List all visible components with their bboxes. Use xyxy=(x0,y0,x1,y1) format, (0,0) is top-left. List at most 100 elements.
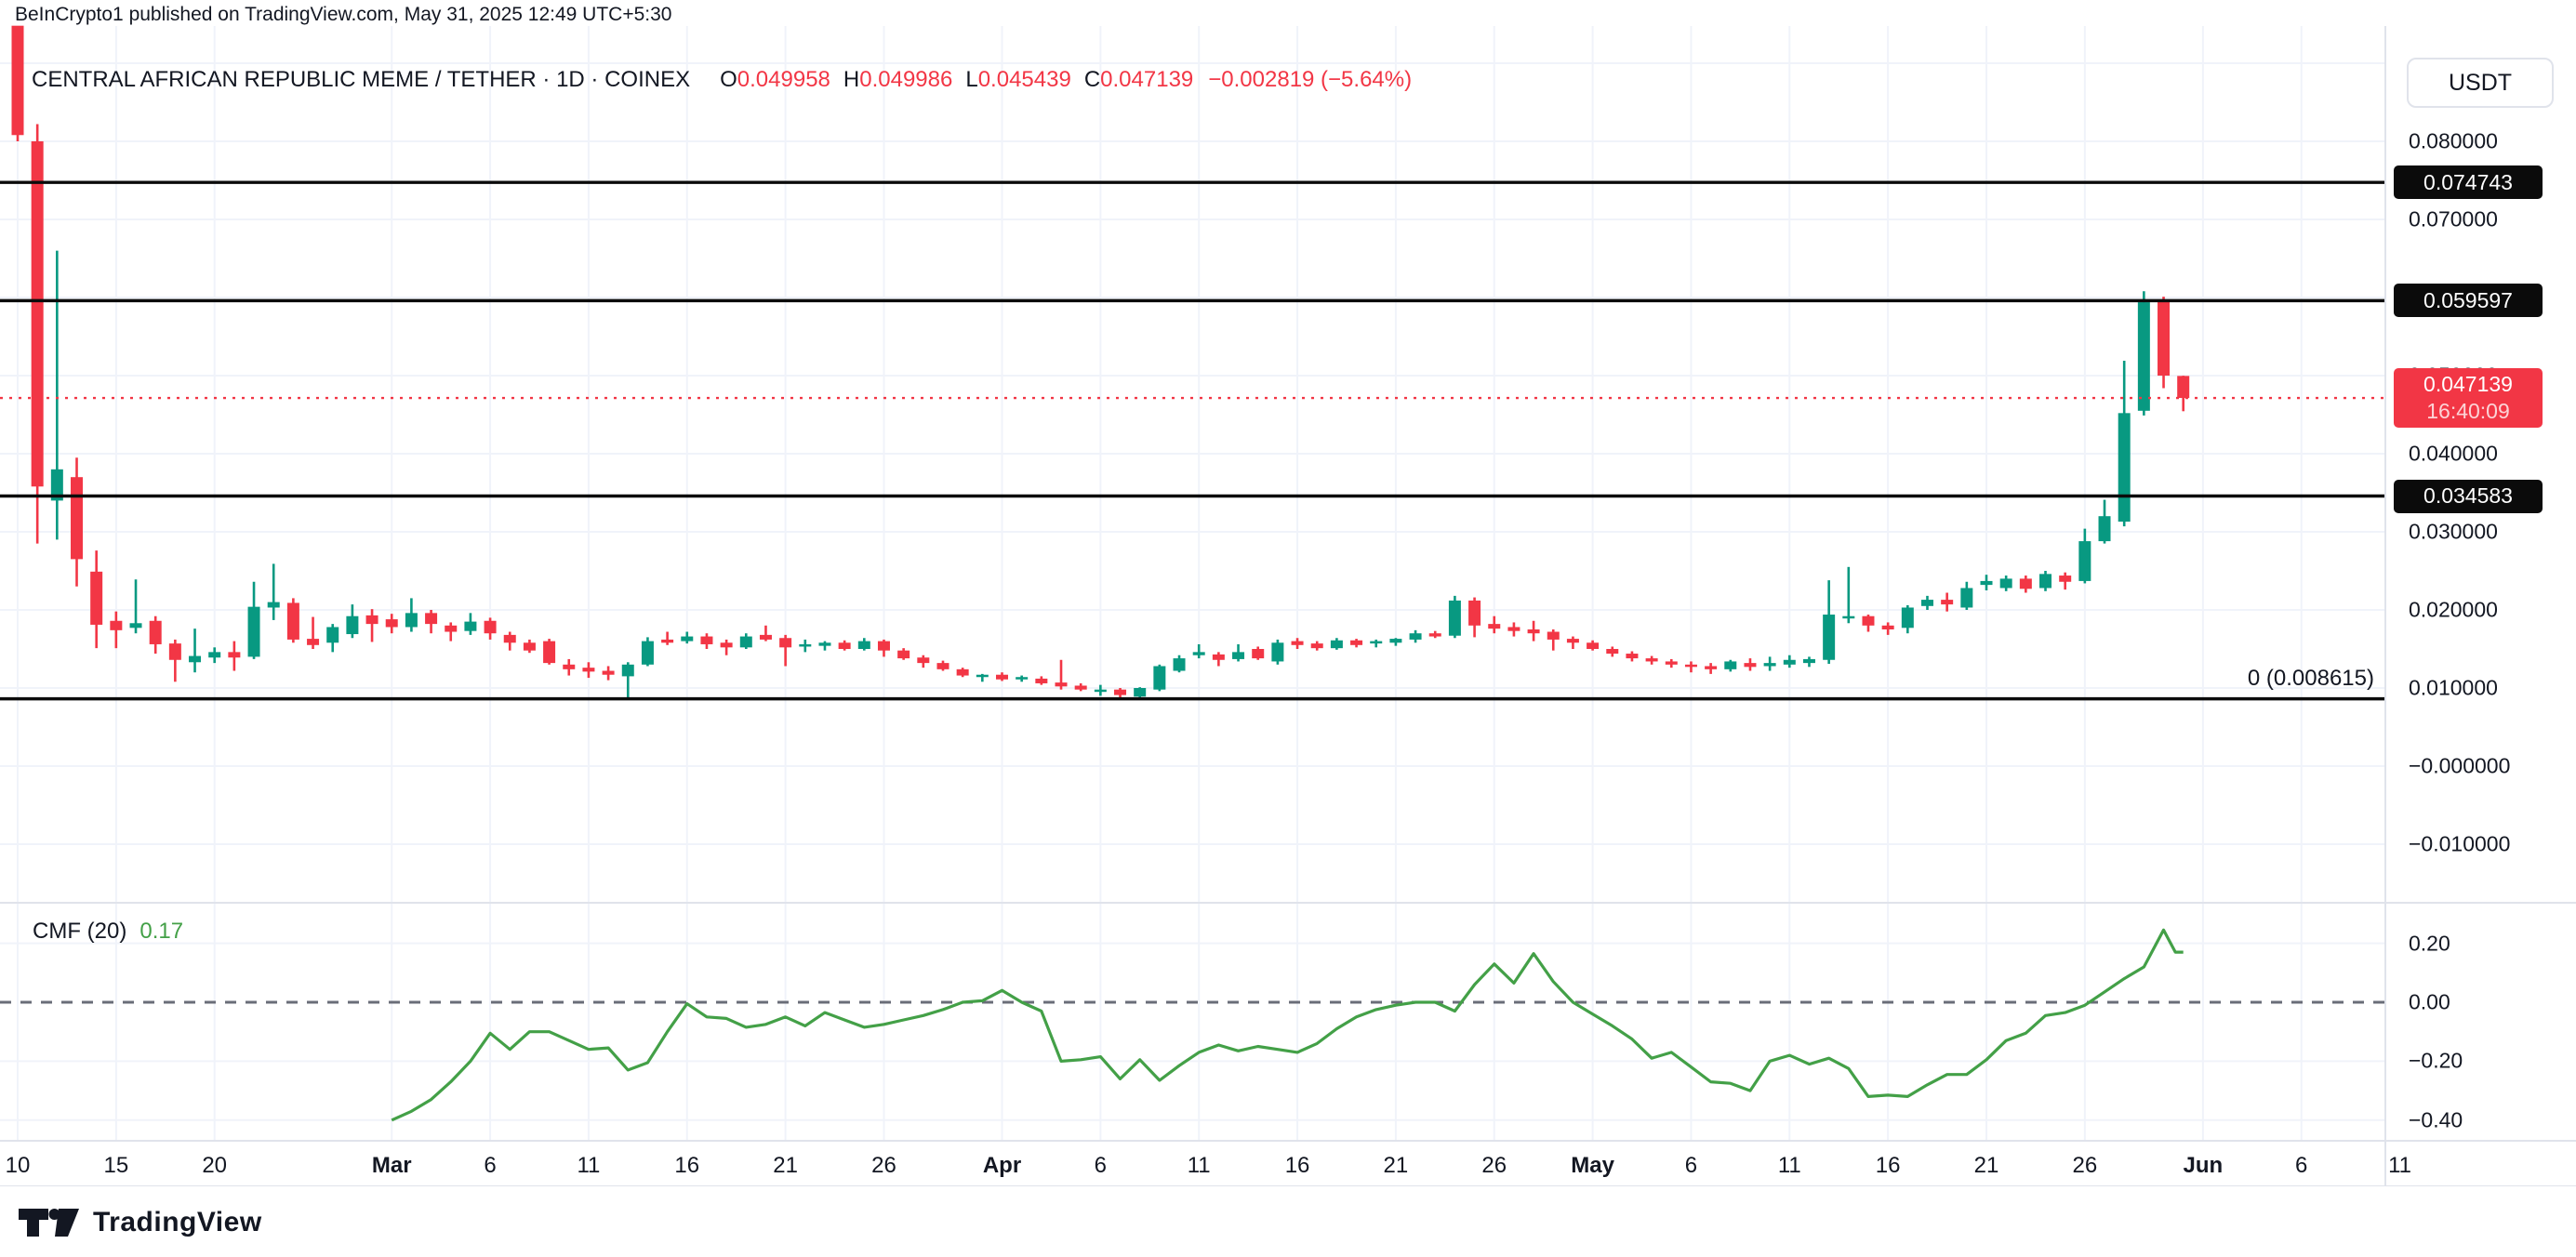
time-tick-label[interactable]: 6 xyxy=(484,1153,497,1178)
candle-body-up[interactable] xyxy=(2137,302,2150,411)
candle-body-down[interactable] xyxy=(563,664,576,669)
time-tick-label[interactable]: 11 xyxy=(1187,1153,1211,1178)
time-tick-label[interactable]: 16 xyxy=(1875,1153,1901,1178)
candle-body-down[interactable] xyxy=(720,642,733,648)
candle-body-up[interactable] xyxy=(1134,688,1147,697)
candle-body-up[interactable] xyxy=(2098,516,2111,542)
candle-body-down[interactable] xyxy=(1035,678,1048,683)
time-tick-label[interactable]: 6 xyxy=(1684,1153,1698,1178)
currency-unit-button[interactable]: USDT xyxy=(2407,58,2554,108)
level-price-badge[interactable]: 0.074743 xyxy=(2394,165,2543,200)
candle-body-up[interactable] xyxy=(681,636,694,642)
time-tick-label[interactable]: Jun xyxy=(2183,1153,2224,1178)
candle-body-up[interactable] xyxy=(1920,600,1933,606)
candle-body-down[interactable] xyxy=(149,620,162,644)
candle-body-down[interactable] xyxy=(31,141,44,487)
candle-body-down[interactable] xyxy=(700,636,713,644)
candle-body-up[interactable] xyxy=(976,674,989,678)
candle-body-down[interactable] xyxy=(385,619,398,628)
candle-body-down[interactable] xyxy=(1291,641,1304,645)
candle-body-down[interactable] xyxy=(1488,624,1501,629)
candle-body-down[interactable] xyxy=(1705,666,1718,669)
candle-body-down[interactable] xyxy=(2158,300,2171,376)
time-tick-label[interactable]: Mar xyxy=(371,1153,412,1178)
time-tick-label[interactable]: 21 xyxy=(773,1153,798,1178)
candle-body-down[interactable] xyxy=(1428,633,1441,637)
candle-body-down[interactable] xyxy=(1114,689,1127,695)
symbol-title[interactable]: CENTRAL AFRICAN REPUBLIC MEME / TETHER ·… xyxy=(32,67,691,92)
candle-body-down[interactable] xyxy=(425,613,438,625)
candle-body-down[interactable] xyxy=(1527,629,1540,634)
candle-body-up[interactable] xyxy=(326,627,339,643)
candle-body-up[interactable] xyxy=(1192,652,1205,655)
candle-body-up[interactable] xyxy=(857,641,870,649)
candle-body-up[interactable] xyxy=(1448,600,1461,636)
candle-body-down[interactable] xyxy=(1310,643,1323,649)
candle-body-up[interactable] xyxy=(1389,639,1402,643)
candle-body-up[interactable] xyxy=(1999,578,2012,589)
candle-body-up[interactable] xyxy=(189,655,202,663)
current-price-badge[interactable]: 0.047139 16:40:09 xyxy=(2394,368,2543,429)
candle-body-down[interactable] xyxy=(307,639,320,645)
candle-body-down[interactable] xyxy=(897,650,910,659)
candle-body-up[interactable] xyxy=(1960,588,1973,608)
candle-body-up[interactable] xyxy=(208,652,221,658)
time-tick-label[interactable]: 26 xyxy=(1481,1153,1507,1178)
candle-body-down[interactable] xyxy=(877,641,890,651)
candle-body-down[interactable] xyxy=(956,668,969,676)
candle-body-down[interactable] xyxy=(1252,649,1265,659)
candle-body-down[interactable] xyxy=(1645,658,1658,662)
candle-body-up[interactable] xyxy=(2118,413,2131,523)
candle-body-up[interactable] xyxy=(1842,615,1855,619)
candle-body-up[interactable] xyxy=(1094,689,1107,693)
candle-body-down[interactable] xyxy=(602,670,615,675)
candle-body-up[interactable] xyxy=(1724,661,1737,669)
candle-body-down[interactable] xyxy=(1626,654,1639,659)
candle-body-down[interactable] xyxy=(936,663,949,669)
time-tick-label[interactable]: 26 xyxy=(2072,1153,2098,1178)
time-tick-label[interactable]: 21 xyxy=(1383,1153,1409,1178)
candle-body-up[interactable] xyxy=(1153,666,1166,690)
candle-body-up[interactable] xyxy=(818,642,831,646)
candle-body-up[interactable] xyxy=(247,606,260,657)
candle-body-down[interactable] xyxy=(759,634,772,640)
candle-body-up[interactable] xyxy=(50,469,63,501)
level-price-badge[interactable]: 0.034583 xyxy=(2394,479,2543,513)
candle-body-down[interactable] xyxy=(71,477,84,560)
candle-body-up[interactable] xyxy=(129,623,142,628)
time-tick-label[interactable]: 20 xyxy=(202,1153,228,1178)
candle-body-down[interactable] xyxy=(523,642,536,651)
candle-body-down[interactable] xyxy=(1212,654,1225,660)
candle-body-down[interactable] xyxy=(2059,576,2072,582)
candle-body-up[interactable] xyxy=(2039,574,2052,589)
candle-body-down[interactable] xyxy=(503,634,516,643)
cmf-legend[interactable]: CMF (20) 0.17 xyxy=(33,919,183,945)
time-tick-label[interactable]: 15 xyxy=(103,1153,129,1178)
candle-body-up[interactable] xyxy=(1173,658,1186,671)
candle-body-up[interactable] xyxy=(267,602,280,608)
candle-body-down[interactable] xyxy=(1665,661,1678,665)
time-tick-label[interactable]: 26 xyxy=(871,1153,896,1178)
candle-body-up[interactable] xyxy=(1016,677,1029,680)
candle-body-up[interactable] xyxy=(1370,641,1383,644)
candle-body-down[interactable] xyxy=(2019,578,2032,589)
time-tick-label[interactable]: 16 xyxy=(1284,1153,1310,1178)
candle-body-up[interactable] xyxy=(799,643,812,647)
candle-body-down[interactable] xyxy=(90,571,103,625)
candle-body-down[interactable] xyxy=(1468,600,1481,626)
candle-body-up[interactable] xyxy=(1763,663,1776,667)
candle-body-up[interactable] xyxy=(1271,642,1284,662)
time-tick-label[interactable]: Apr xyxy=(982,1153,1022,1178)
candle-body-down[interactable] xyxy=(1606,649,1619,655)
candle-body-down[interactable] xyxy=(543,641,556,664)
candle-body-down[interactable] xyxy=(661,639,674,643)
candle-body-down[interactable] xyxy=(365,615,378,625)
candle-body-down[interactable] xyxy=(1744,663,1757,668)
candle-body-up[interactable] xyxy=(1232,652,1245,659)
candle-body-down[interactable] xyxy=(1941,600,1954,605)
candle-body-up[interactable] xyxy=(1980,580,1993,586)
time-tick-label[interactable]: 6 xyxy=(1094,1153,1108,1178)
candle-body-down[interactable] xyxy=(1507,627,1520,631)
time-tick-label[interactable]: 16 xyxy=(674,1153,700,1178)
